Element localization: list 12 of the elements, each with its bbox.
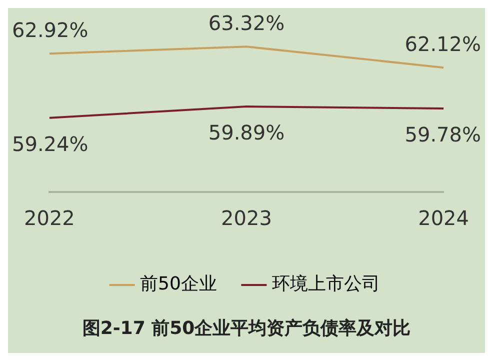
legend-label: 前50企业 <box>140 274 217 295</box>
data-label: 62.12% <box>404 32 482 56</box>
data-label: 59.78% <box>404 122 482 147</box>
data-label: 63.32% <box>208 10 285 35</box>
x-tick-label: 2022 <box>24 206 75 230</box>
data-label: 59.24% <box>12 132 88 156</box>
data-label: 62.92% <box>12 18 88 42</box>
legend-label: 环境上市公司 <box>272 274 380 295</box>
x-tick-label: 2024 <box>418 206 470 230</box>
x-tick-label: 2023 <box>221 206 272 230</box>
text: 图2-17 前50企业平均资产负债率及对比 <box>81 317 412 340</box>
data-label: 59.89% <box>208 120 285 145</box>
